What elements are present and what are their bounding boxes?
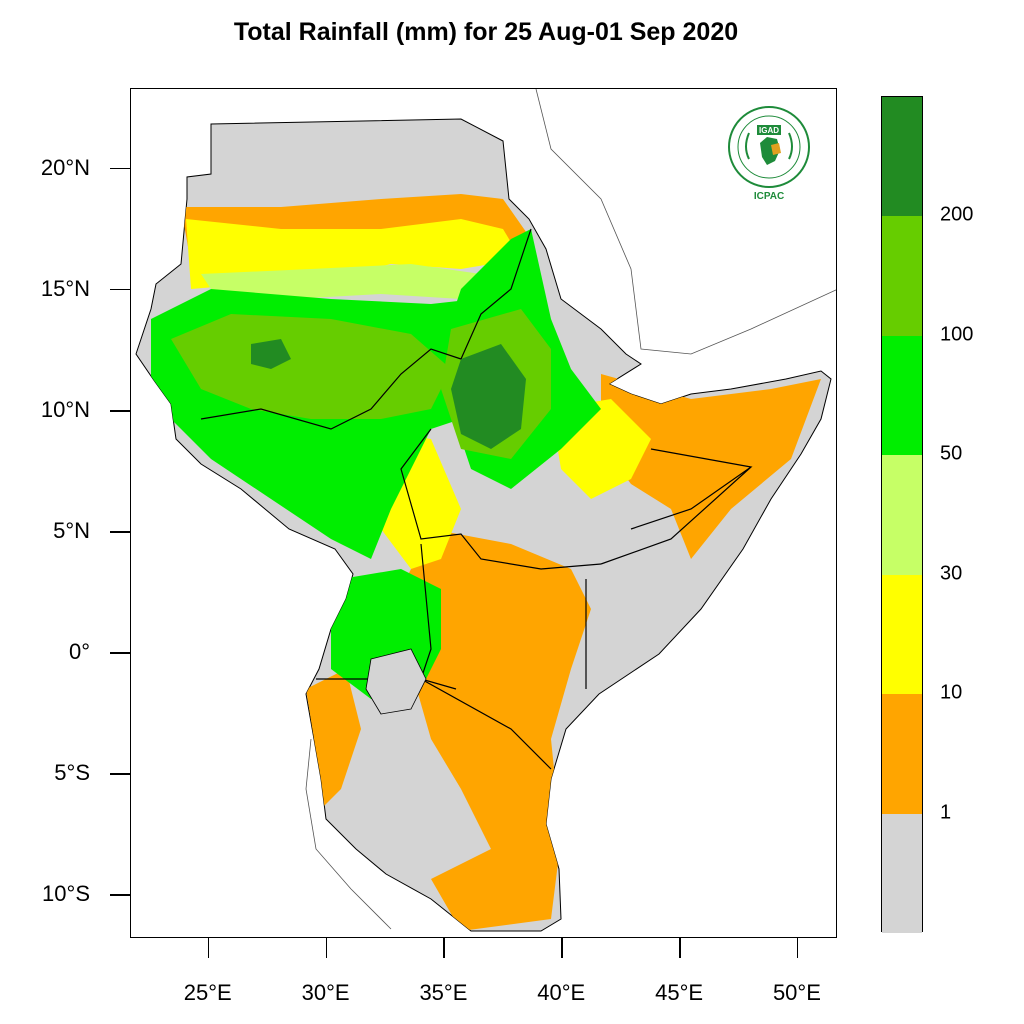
- lake-victoria: [365, 648, 427, 715]
- lon-tick-mark: [679, 938, 681, 958]
- colorbar-label: 10: [940, 681, 963, 704]
- lon-tick-mark: [207, 938, 210, 958]
- colorbar-label: 200: [940, 203, 974, 226]
- lon-tick-label: 45°E: [655, 980, 704, 1005]
- lat-tick-label: 5°S: [54, 760, 90, 786]
- lat-tick-mark: [110, 410, 130, 412]
- colorbar-label: 50: [940, 442, 963, 465]
- lat-tick-mark: [110, 531, 130, 533]
- colorbar-segment: [882, 574, 922, 695]
- map-panel: [130, 88, 837, 938]
- lat-tick-label: 10°N: [40, 397, 90, 423]
- map-title: Total Rainfall (mm) for 25 Aug-01 Sep 20…: [233, 18, 739, 46]
- lat-tick-mark: [110, 288, 130, 291]
- lon-tick-label: 30°E: [301, 980, 350, 1005]
- lon-tick-label: 35°E: [419, 980, 468, 1005]
- lat-tick-mark: [110, 773, 130, 775]
- colorbar-label: 30: [940, 562, 963, 585]
- lat-tick-label: 5°N: [53, 518, 90, 544]
- rain-30-50-band: [201, 264, 511, 304]
- lon-tick-mark: [561, 938, 563, 958]
- lon-tick-mark: [443, 938, 445, 958]
- rain-1-10-horn: [601, 374, 821, 559]
- colorbar-segment: [882, 216, 922, 336]
- colorbar-segment: [882, 97, 922, 217]
- colorbar-segment: [882, 813, 922, 933]
- rain-100-200-sudan: [171, 314, 451, 419]
- lat-tick-mark: [110, 167, 130, 170]
- lon-tick-mark: [796, 938, 799, 958]
- lat-tick-label: 15°N: [40, 275, 90, 301]
- igad-emblem-icon: IGAD: [728, 106, 810, 188]
- lat-tick-mark: [110, 652, 130, 654]
- lat-tick-label: 10°S: [42, 881, 90, 907]
- lat-tick-mark: [110, 894, 130, 896]
- colorbar-segment: [882, 455, 922, 575]
- colorbar-segment: [882, 694, 922, 814]
- igad-logo: IGAD ICPAC: [727, 105, 811, 215]
- lon-tick-mark: [325, 938, 328, 958]
- rainfall-map: [135, 89, 836, 932]
- lon-tick-label: 40°E: [537, 980, 586, 1005]
- lat-tick-label: 0°: [68, 639, 90, 665]
- colorbar-label: 100: [940, 323, 974, 346]
- svg-text:IGAD: IGAD: [759, 126, 779, 135]
- lon-tick-label: 25°E: [183, 980, 232, 1005]
- lon-tick-label: 50°E: [772, 980, 821, 1005]
- lat-tick-label: 20°N: [40, 154, 90, 180]
- rain-200-plus-ethiopia: [451, 344, 526, 449]
- red-sea-coastline: [535, 89, 836, 355]
- southwest-coastline: [305, 738, 392, 930]
- colorbar-label: 1: [940, 801, 952, 824]
- logo-caption: ICPAC: [753, 191, 785, 202]
- colorbar-segment: [882, 335, 922, 456]
- rain-200-plus-sudan: [251, 339, 291, 369]
- rainfall-colorbar: [881, 96, 923, 933]
